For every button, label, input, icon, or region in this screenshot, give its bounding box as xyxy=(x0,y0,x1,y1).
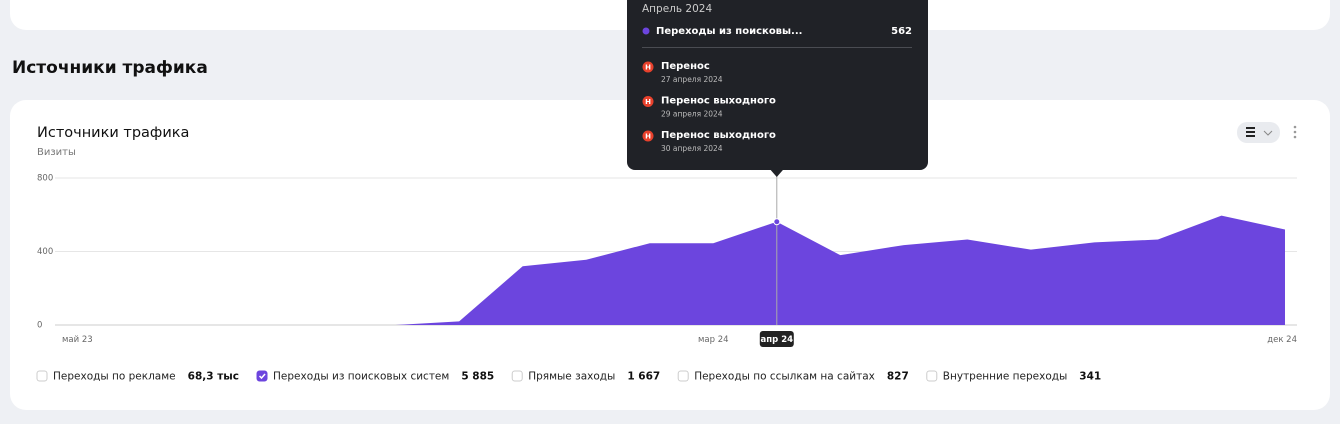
legend-checkbox[interactable] xyxy=(256,370,268,382)
chart-subtitle: Визиты xyxy=(37,147,76,158)
x-tick-label: май 23 xyxy=(62,335,93,345)
y-tick-label: 0 xyxy=(37,321,42,331)
event-date: 27 апреля 2024 xyxy=(661,75,723,84)
toggle-icon xyxy=(1246,127,1255,137)
legend-checkbox[interactable] xyxy=(36,370,48,382)
y-tick-label: 400 xyxy=(37,247,53,257)
checkmark xyxy=(258,373,266,380)
x-tick-label: мар 24 xyxy=(698,335,729,345)
event-date: 30 апреля 2024 xyxy=(661,144,723,153)
legend-total: 5 885 xyxy=(461,371,494,383)
legend-label: Переходы по ссылкам на сайтах xyxy=(694,371,875,383)
tooltip-series: Переходы из поисковы... xyxy=(656,26,802,37)
x-tick-label: апр 24 xyxy=(761,335,794,345)
tooltip-value: 562 xyxy=(891,26,912,37)
plot: 0 400 800 май 23 мар 24 апр 24 дек 24 xyxy=(37,170,1297,347)
tooltip: Апрель 2024 Переходы из поисковы... 562 Н Пе… xyxy=(627,0,928,177)
legend-total: 827 xyxy=(887,371,909,383)
legend-label: Переходы по рекламе xyxy=(53,371,176,383)
tooltip-box xyxy=(627,0,928,170)
tooltip-arrow xyxy=(769,169,784,177)
legend-total: 68,3 тыс xyxy=(188,371,239,383)
event-title: Перенос xyxy=(661,61,710,72)
legend: Переходы по рекламе 68,3 тыс Переходы из п… xyxy=(36,370,1101,383)
x-tick-highlight xyxy=(759,331,794,347)
legend-label: Внутренние переходы xyxy=(943,371,1068,383)
hover-point xyxy=(773,218,781,226)
event-title: Перенос выходного xyxy=(661,130,776,141)
y-tick-label: 800 xyxy=(37,174,53,184)
tooltip-title: Апрель 2024 xyxy=(642,3,712,15)
toggle-chevron xyxy=(1263,130,1273,136)
section-title: Источники трафика xyxy=(12,58,208,78)
x-tick-label: дек 24 xyxy=(1267,335,1297,345)
legend-checkbox[interactable] xyxy=(677,370,689,382)
event-icon xyxy=(642,130,654,142)
chart-title: Источники трафика xyxy=(37,125,189,141)
legend-checkbox[interactable] xyxy=(511,370,523,382)
legend-checkbox[interactable] xyxy=(926,370,938,382)
legend-total: 341 xyxy=(1079,371,1101,383)
event-date: 29 апреля 2024 xyxy=(661,110,723,119)
event-icon-letter: Н xyxy=(645,64,651,72)
event-icon-letter: Н xyxy=(645,98,651,106)
more-menu[interactable] xyxy=(1293,125,1297,139)
tooltip-dot xyxy=(642,27,650,35)
legend-label: Прямые заходы xyxy=(528,371,615,383)
event-title: Перенос выходного xyxy=(661,96,776,107)
area xyxy=(78,215,1285,325)
event-icon xyxy=(642,96,654,107)
chart-type-toggle[interactable] xyxy=(1237,122,1280,143)
event-icon xyxy=(642,61,654,73)
event-icon-letter: Н xyxy=(645,133,651,141)
legend-total: 1 667 xyxy=(627,371,660,383)
legend-label: Переходы из поисковых систем xyxy=(273,371,449,383)
